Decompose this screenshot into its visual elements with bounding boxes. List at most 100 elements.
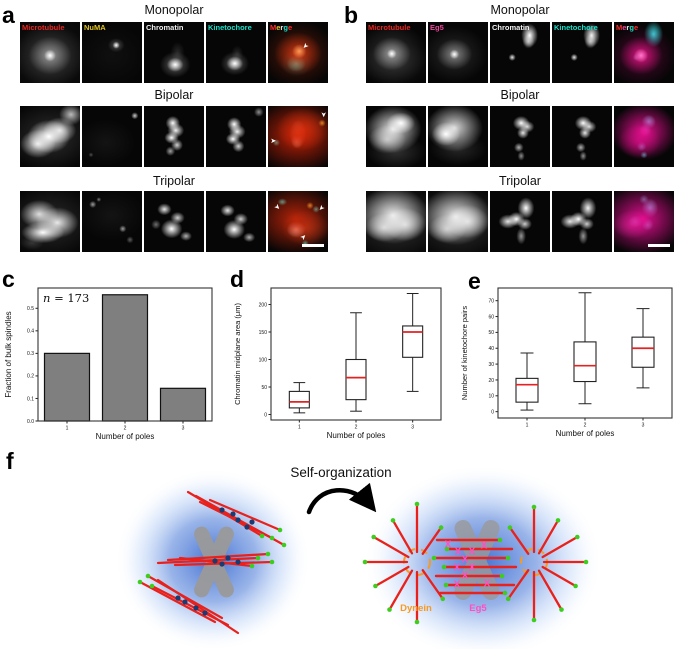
channel-label-microtubule: Microtubule xyxy=(368,23,411,32)
micrograph-row-title-bipolar: Bipolar xyxy=(500,88,540,102)
eg5-crosslink-icon: X xyxy=(469,547,476,558)
micrograph-tile-a-tripolar-kinetochore xyxy=(206,191,266,252)
micrograph-tile-a-bipolar-chromatin xyxy=(144,106,204,167)
micrograph-tile-b-tripolar-microtubule xyxy=(366,191,426,252)
eg5-crosslink-icon: X xyxy=(469,563,476,574)
micrograph-tile-a-monopolar-merge: Merge ➤ xyxy=(268,22,328,83)
sample-size-annotation: n = 173 xyxy=(43,291,89,305)
eg5-crosslink-icon: X xyxy=(454,580,461,591)
channel-label-merge: Merge xyxy=(270,23,292,32)
eg5-crosslink-icon: X xyxy=(462,571,469,582)
micrograph-tile-a-bipolar-merge: ➤ ➤ xyxy=(268,106,328,167)
channel-label-merge: Merge xyxy=(616,23,638,32)
merge-letter: M xyxy=(270,23,277,32)
micrograph-tile-a-bipolar-numa xyxy=(82,106,142,167)
svg-text:0: 0 xyxy=(491,409,494,415)
svg-text:60: 60 xyxy=(488,314,494,320)
eg5-crosslink-icon: X xyxy=(455,547,462,558)
merge-letter: e xyxy=(276,23,281,32)
micrograph-tile-a-bipolar-kinetochore xyxy=(206,106,266,167)
panel-letter-f: f xyxy=(6,448,14,474)
svg-text:50: 50 xyxy=(261,385,267,391)
micrograph-tile-b-monopolar-microtubule: Microtubule xyxy=(366,22,426,83)
micrograph-tile-a-monopolar-microtubule: Microtubule xyxy=(20,22,80,83)
svg-text:10: 10 xyxy=(488,394,494,400)
micrograph-tile-b-tripolar-eg5 xyxy=(428,191,488,252)
channel-label-chromatin: Chromatin xyxy=(146,23,184,32)
svg-text:1: 1 xyxy=(526,423,529,429)
svg-text:40: 40 xyxy=(488,346,494,352)
micrograph-tile-b-bipolar-kinetochore xyxy=(552,106,612,167)
micrograph-tile-a-monopolar-numa: NuMA xyxy=(82,22,142,83)
svg-text:100: 100 xyxy=(259,357,268,363)
svg-text:0.3: 0.3 xyxy=(27,351,34,357)
scale-bar xyxy=(648,243,670,247)
channel-label-numa: NuMA xyxy=(84,23,106,32)
eg5-crosslink-icon: X xyxy=(445,540,452,551)
arrow-annotation-icon: ➤ xyxy=(316,203,326,213)
svg-text:30: 30 xyxy=(488,362,494,368)
svg-text:20: 20 xyxy=(488,378,494,384)
channel-label-chromatin: Chromatin xyxy=(492,23,530,32)
micrograph-tile-b-tripolar-merge xyxy=(614,191,674,252)
micrograph-tile-b-monopolar-kinetochore: Kinetochore xyxy=(552,22,612,83)
micrograph-tile-b-monopolar-chromatin: Chromatin xyxy=(490,22,550,83)
merge-letter: g xyxy=(629,23,634,32)
micrograph-tile-b-monopolar-eg5: Eg5 xyxy=(428,22,488,83)
eg5-crosslink-icon: X xyxy=(462,555,469,566)
channel-label-kinetochore: Kinetochore xyxy=(208,23,252,32)
y-axis-label: Number of kinetochore pairs xyxy=(460,306,469,400)
y-axis-label: Chromatin midplane area (μm) xyxy=(233,303,242,405)
svg-text:3: 3 xyxy=(182,426,185,432)
micrograph-tile-b-bipolar-merge xyxy=(614,106,674,167)
micrograph-row-title-tripolar: Tripolar xyxy=(153,174,195,188)
self-organization-label: Self-organization xyxy=(290,465,391,480)
eg5-label: Eg5 xyxy=(469,603,487,614)
x-axis-label: Number of poles xyxy=(327,431,386,440)
eg5-crosslink-icon: X xyxy=(481,541,488,552)
micrograph-tile-a-tripolar-chromatin xyxy=(144,191,204,252)
channel-label-kinetochore: Kinetochore xyxy=(554,23,598,32)
svg-text:2: 2 xyxy=(584,423,587,429)
arrow-annotation-icon: ➤ xyxy=(272,203,282,213)
micrograph-row-title-monopolar: Monopolar xyxy=(490,3,550,17)
dynein-label: Dynein xyxy=(400,603,432,614)
arrow-annotation-icon: ➤ xyxy=(270,137,277,145)
bar-chart-fraction-of-bulk-spindles: 0.0 0.1 0.2 0.3 0.4 0.5 1 2 3 n = 173 Fraction of … xyxy=(4,287,213,441)
micrograph-tile-b-monopolar-merge: Merge xyxy=(614,22,674,83)
micrograph-tile-a-tripolar-merge: ➤ ➤ ➤ xyxy=(268,191,328,252)
merge-letter: e xyxy=(633,23,639,32)
merge-letter: e xyxy=(622,23,627,32)
merge-letter: r xyxy=(280,23,284,32)
channel-label-eg5: Eg5 xyxy=(430,23,444,32)
channel-label-microtubule: Microtubule xyxy=(22,23,65,32)
micrograph-tile-a-monopolar-chromatin: Chromatin xyxy=(144,22,204,83)
micrograph-tile-b-tripolar-chromatin xyxy=(490,191,550,252)
panel-letter-a: a xyxy=(2,2,15,28)
panel-letter-c: c xyxy=(2,266,15,292)
svg-text:1: 1 xyxy=(66,426,69,432)
svg-text:0: 0 xyxy=(264,412,267,418)
svg-text:0.0: 0.0 xyxy=(27,419,34,425)
micrograph-tile-b-bipolar-eg5 xyxy=(428,106,488,167)
micrograph-tile-b-bipolar-chromatin xyxy=(490,106,550,167)
svg-text:3: 3 xyxy=(411,425,414,431)
micrograph-tile-b-bipolar-microtubule xyxy=(366,106,426,167)
panel-letter-b: b xyxy=(344,2,359,28)
eg5-crosslink-icon: X xyxy=(484,579,491,590)
eg5-crosslink-icon: X xyxy=(454,563,461,574)
svg-text:200: 200 xyxy=(259,302,268,308)
micrograph-row-title-bipolar: Bipolar xyxy=(154,88,194,102)
svg-text:50: 50 xyxy=(488,330,494,336)
panel-letter-e: e xyxy=(468,268,481,294)
box-plot-chromatin-midplane-area-m-: 0 50 100 150 200 1 2 3 Chromatin midplane area (… xyxy=(233,287,442,440)
micrograph-tile-a-tripolar-numa xyxy=(82,191,142,252)
micrograph-row-title-tripolar: Tripolar xyxy=(499,174,541,188)
merge-letter: r xyxy=(626,23,630,32)
svg-text:0.2: 0.2 xyxy=(27,374,34,380)
micrograph-tile-b-tripolar-kinetochore xyxy=(552,191,612,252)
arrow-annotation-icon: ➤ xyxy=(299,41,310,51)
svg-text:2: 2 xyxy=(124,426,127,432)
